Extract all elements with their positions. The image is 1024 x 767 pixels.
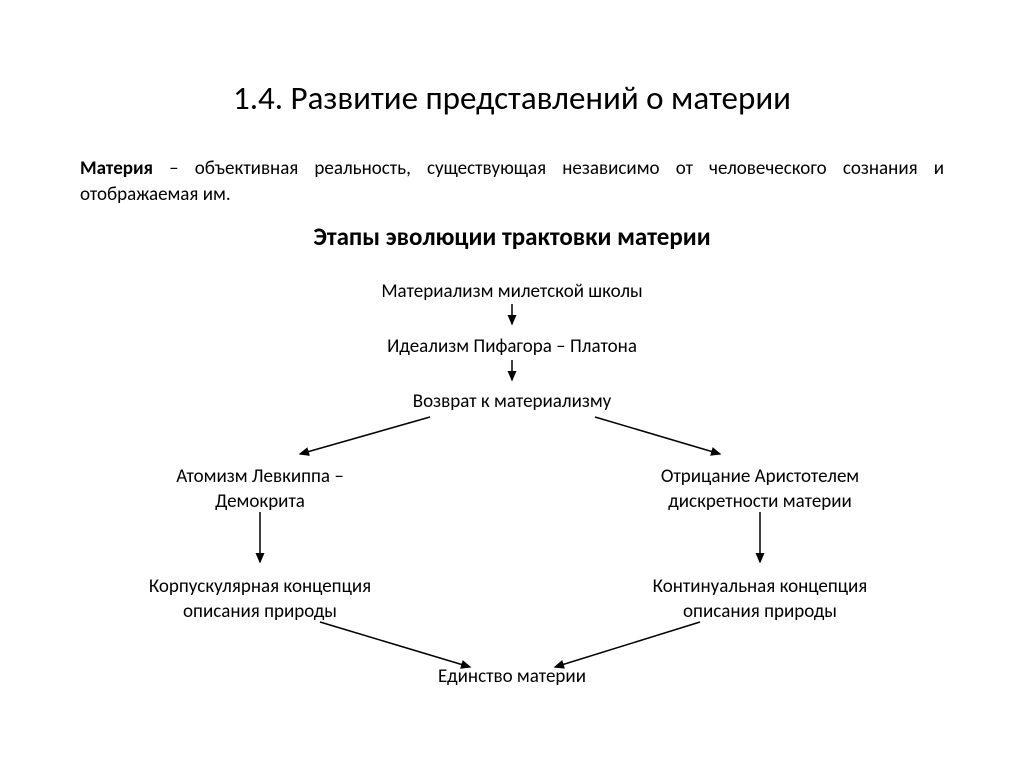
flowchart-node: Материализм милетской школы: [352, 280, 672, 305]
flowchart-node: Идеализм Пифагора – Платона: [362, 335, 662, 360]
flowchart-node: Континуальная концепция описания природы: [620, 575, 900, 624]
page-title: 1.4. Развитие представлений о материи: [0, 0, 1024, 118]
definition-text: – объективная реальность, существующая н…: [80, 157, 944, 206]
flowchart-edge: [595, 417, 720, 454]
flowchart-edge: [320, 622, 470, 667]
flowchart-edge: [300, 417, 430, 454]
flowchart-node: Отрицание Аристотелем дискретности матер…: [630, 465, 890, 514]
definition-term: Материя: [80, 157, 153, 180]
flowchart-node: Атомизм Левкиппа – Демокрита: [140, 465, 380, 514]
diagram-subtitle: Этапы эволюции трактовки материи: [0, 207, 1024, 252]
flowchart: Материализм милетской школы Идеализм Пифа…: [0, 252, 1024, 712]
flowchart-node: Корпускулярная концепция описания природ…: [120, 575, 400, 624]
flowchart-edge: [555, 622, 700, 667]
flowchart-node: Единство материи: [412, 665, 612, 690]
definition-paragraph: Материя – объективная реальность, сущест…: [0, 118, 1024, 207]
flowchart-node: Возврат к материализму: [382, 390, 642, 415]
